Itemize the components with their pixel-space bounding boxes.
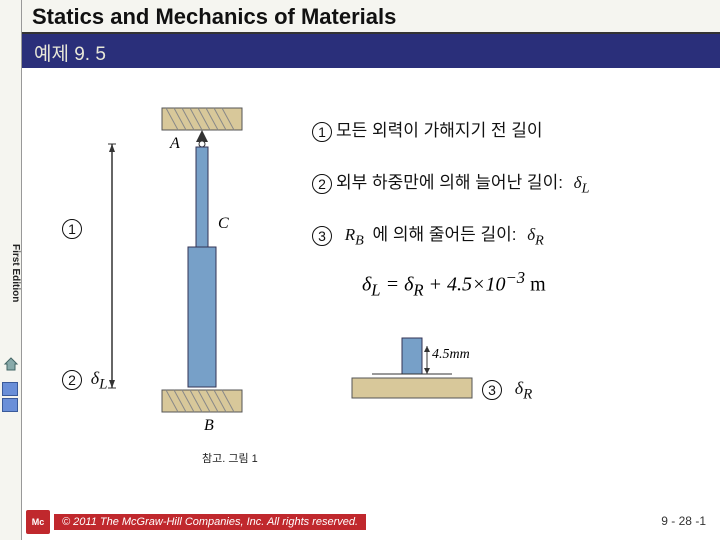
svg-text:C: C xyxy=(218,215,229,232)
line-2: 2외부 하중만에 의해 늘어난 길이: δL xyxy=(312,168,589,197)
svg-text:B: B xyxy=(204,417,214,434)
home-icon[interactable] xyxy=(3,356,19,372)
copyright: © 2011 The McGraw-Hill Companies, Inc. A… xyxy=(54,514,366,530)
svg-text:4.5mm: 4.5mm xyxy=(432,347,470,362)
marker-1: 1 xyxy=(62,218,86,239)
example-number: 예제 9. 5 xyxy=(22,34,720,68)
nav-next[interactable] xyxy=(2,398,18,412)
svg-text:A: A xyxy=(169,135,180,152)
content-area: A C B 1 2 δL 1모든 외력이 가해지기 전 길이 2외부 하중만에 … xyxy=(22,68,720,498)
publisher-logo: Mc xyxy=(26,510,50,534)
nav-prev[interactable] xyxy=(2,382,18,396)
beam-diagram: A C B xyxy=(92,98,272,438)
figure-caption: 참고. 그림 1 xyxy=(202,450,258,466)
marker-3: 3 δR xyxy=(482,378,532,404)
page-title: Statics and Mechanics of Materials xyxy=(22,0,720,34)
nav-buttons xyxy=(2,380,20,414)
gap-diagram: 4.5mm xyxy=(312,328,512,418)
line-1: 1모든 외력이 가해지기 전 길이 xyxy=(312,116,543,142)
marker-2: 2 δL xyxy=(62,368,107,394)
equation: δL = δR + 4.5×10−3 m xyxy=(362,268,546,301)
spine-label: First Edition xyxy=(0,0,22,540)
page-number: 9 - 28 -1 xyxy=(661,514,706,528)
footer: Mc © 2011 The McGraw-Hill Companies, Inc… xyxy=(22,502,720,540)
line-3: 3 RB 에 의해 줄어든 길이: δR xyxy=(312,220,544,249)
